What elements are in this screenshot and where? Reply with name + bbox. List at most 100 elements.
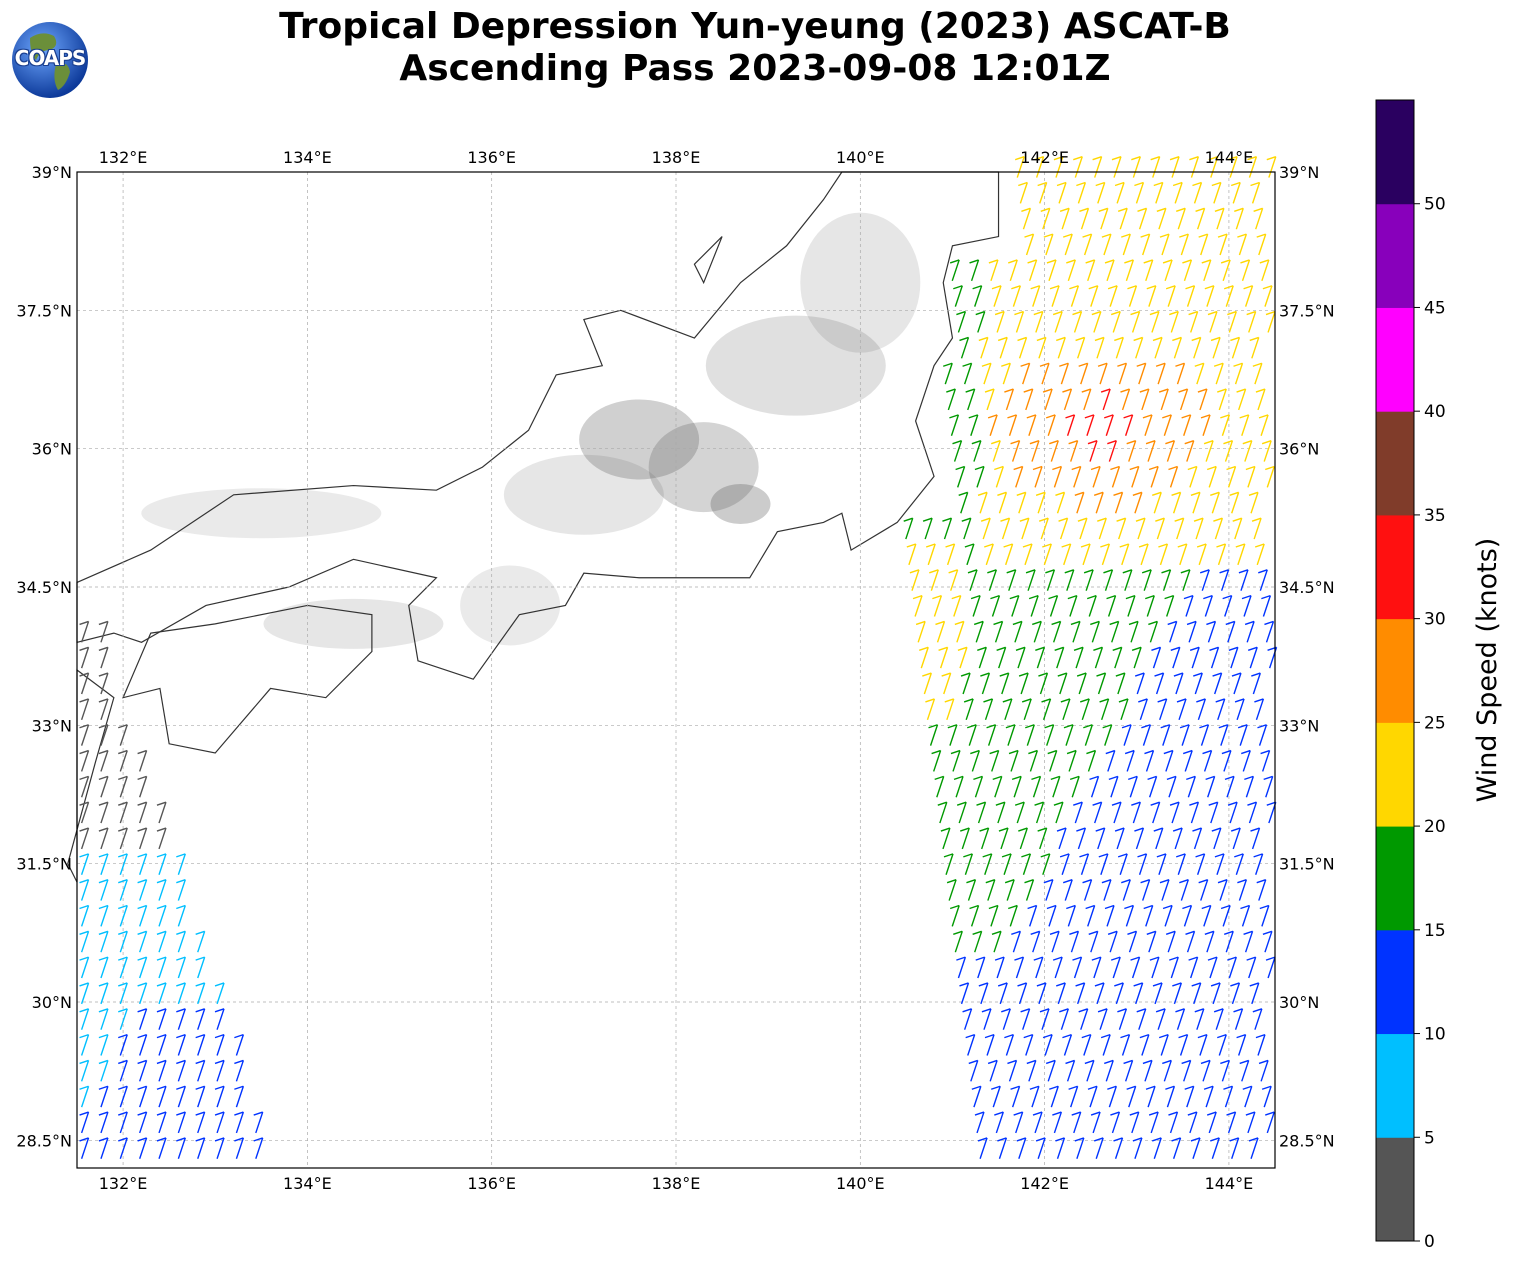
wind-barb xyxy=(1239,414,1250,436)
wind-barb xyxy=(1254,543,1265,566)
wind-barb xyxy=(1117,207,1128,230)
wind-barb xyxy=(990,440,1001,462)
wind-barb xyxy=(1172,181,1183,204)
wind-barb xyxy=(195,982,206,1005)
wind-barb xyxy=(974,465,985,488)
wind-barb xyxy=(949,904,960,927)
wind-barb xyxy=(1004,1033,1015,1056)
lon-tick-label-top: 140°E xyxy=(836,148,885,167)
wind-barb xyxy=(1027,259,1038,282)
wind-barb xyxy=(1167,620,1178,643)
wind-barb xyxy=(1007,414,1018,436)
wind-barb xyxy=(967,569,978,591)
wind-barb xyxy=(234,1111,245,1134)
wind-barb xyxy=(1030,285,1041,307)
wind-barb xyxy=(1027,904,1038,927)
wind-barb xyxy=(985,879,996,901)
wind-barb xyxy=(1228,646,1239,669)
wind-barb xyxy=(983,698,994,721)
wind-barb xyxy=(984,1033,995,1056)
colorbar-segment xyxy=(1376,722,1414,827)
wind-barb xyxy=(1188,310,1199,333)
wind-barb xyxy=(1126,440,1137,462)
wind-barb xyxy=(1127,775,1138,798)
wind-barb xyxy=(98,982,109,1005)
wind-barb xyxy=(1029,440,1040,462)
wind-barb xyxy=(1130,310,1141,333)
wind-barb xyxy=(968,414,979,436)
wind-barb xyxy=(1120,1033,1131,1056)
wind-barb xyxy=(1246,956,1257,979)
lon-tick-label-top: 144°E xyxy=(1205,148,1254,167)
wind-barb xyxy=(156,904,167,927)
wind-barb xyxy=(1187,1111,1198,1134)
wind-barb xyxy=(973,775,984,798)
wind-barb xyxy=(1220,1059,1230,1082)
wind-barb xyxy=(1230,982,1241,1005)
wind-barb xyxy=(1149,956,1160,979)
wind-barb xyxy=(1208,155,1219,178)
lat-tick-label-right: 30°N xyxy=(1279,993,1319,1012)
wind-barb xyxy=(1169,801,1180,824)
wind-barb xyxy=(79,930,90,953)
wind-barb xyxy=(118,749,128,772)
wind-barb xyxy=(1227,956,1237,979)
colorbar-segment xyxy=(1376,618,1414,723)
wind-barb xyxy=(922,517,933,540)
wind-barb xyxy=(1251,672,1261,695)
wind-barb xyxy=(1016,1137,1027,1159)
wind-barb xyxy=(942,362,953,385)
wind-barb xyxy=(1171,491,1182,514)
wind-barb xyxy=(1145,440,1156,462)
wind-barb xyxy=(1197,1033,1208,1056)
wind-barb xyxy=(994,956,1005,979)
wind-barb xyxy=(1001,362,1011,385)
wind-barb xyxy=(1062,233,1073,256)
wind-barb xyxy=(1209,646,1220,669)
wind-barb xyxy=(915,620,926,643)
wind-barb xyxy=(98,724,109,746)
wind-barb xyxy=(1223,1085,1234,1108)
wind-barb xyxy=(1049,930,1060,953)
wind-barb xyxy=(195,1085,206,1108)
wind-barb xyxy=(1205,775,1216,798)
wind-barb xyxy=(1015,646,1026,669)
wind-barb xyxy=(1196,543,1207,566)
wind-barb xyxy=(1204,930,1215,953)
wind-barb xyxy=(1114,827,1125,850)
wind-barb xyxy=(1235,543,1246,566)
wind-barb xyxy=(1051,620,1062,643)
wind-barb xyxy=(1214,853,1225,875)
wind-barb xyxy=(1259,259,1270,282)
wind-barb xyxy=(98,1137,109,1159)
colorbar-tick-label: 5 xyxy=(1424,1128,1435,1148)
lat-tick-label-right: 37.5°N xyxy=(1279,301,1335,320)
wind-barb xyxy=(1039,362,1050,385)
wind-barb xyxy=(1139,1033,1150,1056)
wind-barb xyxy=(938,646,949,669)
wind-barb xyxy=(956,310,967,333)
wind-barb xyxy=(1252,362,1263,385)
wind-barb xyxy=(1146,285,1157,307)
lon-tick-label-bottom: 136°E xyxy=(467,1174,516,1193)
wind-barb xyxy=(1190,491,1201,514)
wind-barb xyxy=(1095,181,1106,204)
wind-barb xyxy=(1230,336,1241,359)
wind-barb xyxy=(1065,414,1076,436)
wind-barb xyxy=(1169,956,1179,979)
terrain-blob xyxy=(579,399,700,480)
coastline-sado xyxy=(693,236,723,285)
wind-barb xyxy=(1096,672,1107,695)
wind-barb xyxy=(1265,956,1276,979)
wind-barb xyxy=(1111,801,1122,824)
wind-barb xyxy=(1233,1008,1244,1030)
wind-barb xyxy=(1071,465,1082,488)
lon-tick-label-top: 138°E xyxy=(652,148,701,167)
wind-barb xyxy=(1061,543,1072,566)
wind-barb xyxy=(1256,879,1267,901)
wind-barb xyxy=(1162,1059,1172,1082)
wind-barb xyxy=(195,1008,206,1030)
wind-barb xyxy=(1074,491,1085,514)
lon-tick-label-bottom: 134°E xyxy=(283,1174,332,1193)
wind-barb xyxy=(1110,465,1121,488)
